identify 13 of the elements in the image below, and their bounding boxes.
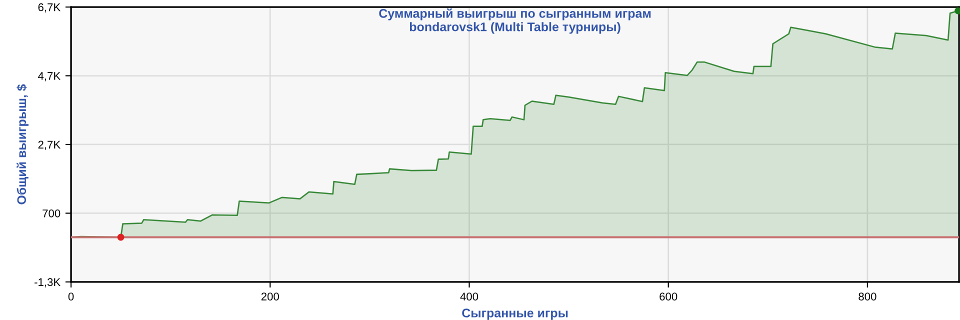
x-tick-label: 0 bbox=[68, 292, 74, 300]
x-tick-label: 800 bbox=[858, 292, 876, 300]
x-tick-label: 600 bbox=[660, 292, 678, 300]
y-tick-label: 2,7K bbox=[38, 140, 60, 150]
y-axis-title: Общий выигрыш, $ bbox=[16, 84, 29, 204]
y-tick-label: -1,3K bbox=[34, 278, 60, 288]
y-tick-label: 700 bbox=[42, 209, 60, 218]
x-tick-label: 200 bbox=[261, 292, 279, 300]
y-tick-label: 4,7K bbox=[38, 72, 60, 82]
y-tick-label: 6,7K bbox=[38, 3, 60, 12]
text: Суммарный выигрыш по сыгранным играм bondarovsk1 (Multi Table турниры) bbox=[379, 8, 651, 34]
x-tick-label: 400 bbox=[460, 292, 478, 300]
x-axis-title: Сыгранные игры bbox=[462, 308, 568, 320]
